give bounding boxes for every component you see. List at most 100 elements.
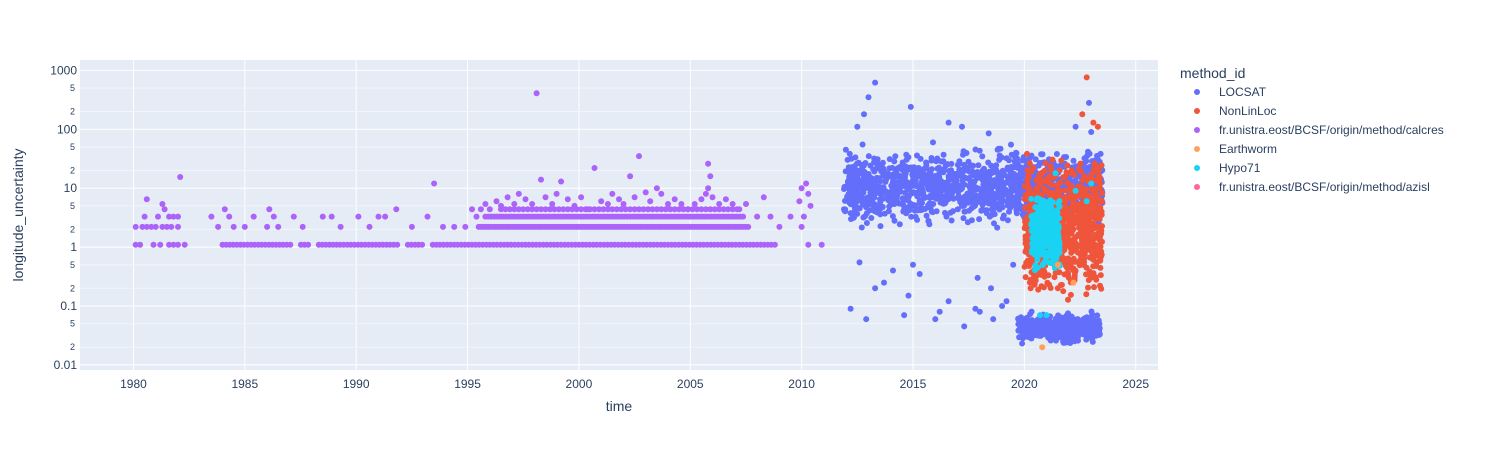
data-point [1085, 318, 1092, 325]
data-point [1007, 204, 1014, 211]
data-point [1069, 210, 1076, 217]
data-point [796, 198, 803, 205]
data-point [1026, 160, 1033, 167]
data-point [896, 183, 902, 190]
y-tick-label: 100 [57, 122, 77, 136]
data-point [702, 190, 709, 197]
data-point [1078, 216, 1085, 223]
data-point [1095, 223, 1102, 230]
data-point [493, 198, 500, 205]
data-point [1097, 272, 1104, 279]
data-point [988, 162, 995, 169]
data-point [1022, 248, 1029, 255]
x-tick-label: 2010 [788, 377, 815, 391]
data-point [905, 292, 912, 299]
data-point [798, 185, 805, 192]
data-point [846, 150, 853, 157]
data-point [996, 186, 1003, 193]
data-point [1003, 179, 1010, 186]
data-point [805, 241, 812, 248]
data-point [609, 206, 616, 213]
data-point [486, 206, 493, 213]
data-point [1083, 198, 1090, 205]
data-point [729, 206, 736, 213]
data-point [620, 201, 627, 207]
data-point [860, 162, 867, 169]
y-minor-tick-label: 2 [70, 107, 75, 117]
data-point [161, 206, 168, 213]
data-point [930, 139, 936, 146]
data-point [754, 213, 761, 220]
data-point [1090, 119, 1097, 126]
data-point [1052, 227, 1059, 234]
data-point [1038, 202, 1045, 209]
data-point [1028, 152, 1035, 159]
data-point [1056, 167, 1063, 174]
data-point [948, 217, 955, 224]
data-point [702, 206, 709, 213]
data-point [901, 168, 908, 175]
data-point [859, 197, 866, 204]
data-point [1013, 150, 1020, 157]
data-point [1036, 173, 1043, 180]
data-point [694, 206, 700, 213]
data-point [959, 172, 966, 179]
data-point [148, 223, 155, 230]
data-point [1027, 325, 1034, 332]
data-point [1071, 206, 1078, 212]
data-point [805, 190, 812, 197]
data-point [1034, 332, 1041, 339]
data-point [945, 298, 952, 305]
data-point [975, 185, 982, 192]
data-point [1037, 312, 1043, 319]
data-point [994, 146, 1001, 153]
data-point [604, 206, 611, 213]
data-point [848, 164, 855, 171]
data-point [440, 223, 446, 230]
data-point [591, 206, 598, 213]
data-point [665, 201, 671, 207]
data-point [892, 153, 899, 160]
data-point [1063, 169, 1070, 176]
data-point [740, 213, 747, 220]
data-point [159, 201, 166, 207]
data-point [1088, 175, 1095, 182]
data-point [876, 188, 883, 195]
y-minor-tick-label: 2 [70, 165, 75, 175]
data-point [725, 206, 732, 213]
data-point [1083, 74, 1090, 81]
data-point [155, 213, 161, 220]
data-point [974, 274, 981, 281]
x-tick-label: 1995 [454, 377, 481, 391]
data-point [319, 213, 326, 220]
data-point [1034, 195, 1041, 202]
data-point [954, 206, 961, 213]
data-point [945, 119, 952, 126]
data-point [680, 206, 687, 213]
data-point [1019, 340, 1026, 347]
data-point [1029, 240, 1036, 247]
data-point [1065, 330, 1072, 337]
data-point [264, 223, 271, 230]
data-point [366, 223, 373, 230]
data-point [1087, 324, 1094, 331]
data-point [842, 208, 849, 215]
data-point [1049, 156, 1056, 163]
data-point [1025, 174, 1032, 180]
data-point [1090, 255, 1097, 262]
data-point [879, 159, 886, 166]
data-point [964, 167, 971, 174]
data-point [1070, 279, 1077, 286]
data-point [166, 241, 173, 248]
data-point [904, 204, 911, 211]
data-point [976, 308, 983, 315]
data-point [1082, 186, 1089, 193]
data-point [1089, 338, 1096, 345]
data-point [990, 316, 997, 323]
data-point [872, 285, 879, 292]
data-point [1037, 251, 1044, 258]
data-point [1056, 269, 1063, 276]
data-point [1097, 282, 1103, 289]
data-point [941, 166, 948, 173]
data-point [953, 185, 960, 192]
